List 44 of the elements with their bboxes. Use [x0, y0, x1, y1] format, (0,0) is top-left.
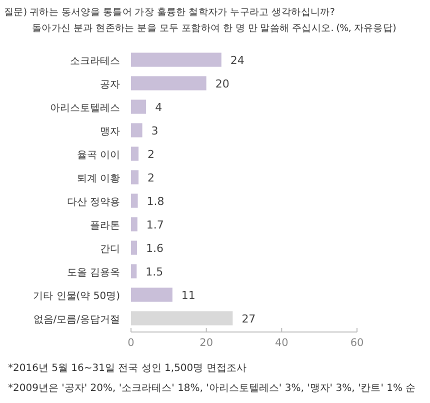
bar	[131, 76, 206, 90]
y-tick-label: 플라톤	[90, 220, 120, 232]
y-tick-label: 율곡 이이	[76, 150, 120, 161]
data-label: 2	[148, 171, 155, 184]
x-tick-label: 60	[350, 337, 364, 349]
bar	[131, 217, 138, 232]
data-label: 1.8	[146, 194, 164, 208]
data-label: 20	[215, 77, 230, 90]
bar	[131, 311, 233, 326]
data-label: 2	[148, 148, 155, 161]
x-tick-label: 40	[274, 337, 288, 349]
y-tick-label: 퇴계 이황	[76, 173, 120, 184]
bar	[131, 123, 142, 138]
bar	[131, 52, 222, 67]
data-label: 4	[155, 100, 162, 114]
chart-title: 질문) 귀하는 동서양을 통틀어 가장 훌륭한 철학자가 누구라고 생각하십니까?	[4, 7, 335, 18]
data-label: 1.7	[146, 218, 164, 232]
y-tick-label: 도올 김용옥	[66, 267, 120, 278]
data-label: 24	[230, 54, 244, 67]
y-tick-label: 기타 인물(약 50명)	[33, 290, 120, 302]
bar	[131, 288, 172, 302]
data-label: 1.6	[146, 242, 164, 255]
y-tick-label: 공자	[100, 79, 120, 90]
y-tick-label: 간디	[100, 244, 120, 255]
data-label: 3	[151, 124, 158, 138]
chart-subtitle: 돌아가신 분과 현존하는 분을 모두 포함하여 한 명 만 말씀해 주십시오. (%, 자유응답)	[32, 23, 396, 34]
text: *2009년은 '공자' 20%, '소크라테스' 18%, '아리스토텔레스' 3%, '맹자' 3%, '칸트' 1% 순	[8, 383, 416, 394]
bar	[131, 170, 139, 184]
data-label: 27	[242, 312, 256, 326]
text: *2016년 5월 16~31일 전국 성인 1,500명 면접조사	[8, 363, 246, 374]
y-tick-label: 맹자	[100, 126, 120, 138]
bar	[131, 240, 138, 255]
bar	[131, 264, 137, 278]
bar	[131, 146, 139, 161]
y-tick-label: 소크라테스	[70, 56, 120, 67]
y-tick-label: 없음/모름/응답거절	[33, 314, 120, 326]
y-tick-label: 다산 정약용	[66, 196, 120, 208]
bar	[131, 194, 138, 208]
data-label: 11	[181, 288, 196, 302]
x-tick-label: 20	[200, 337, 214, 349]
y-tick-label: 아리스토텔레스	[50, 102, 120, 114]
x-tick-label: 0	[128, 337, 134, 349]
data-label: 1.5	[146, 265, 164, 278]
bar	[131, 100, 146, 114]
